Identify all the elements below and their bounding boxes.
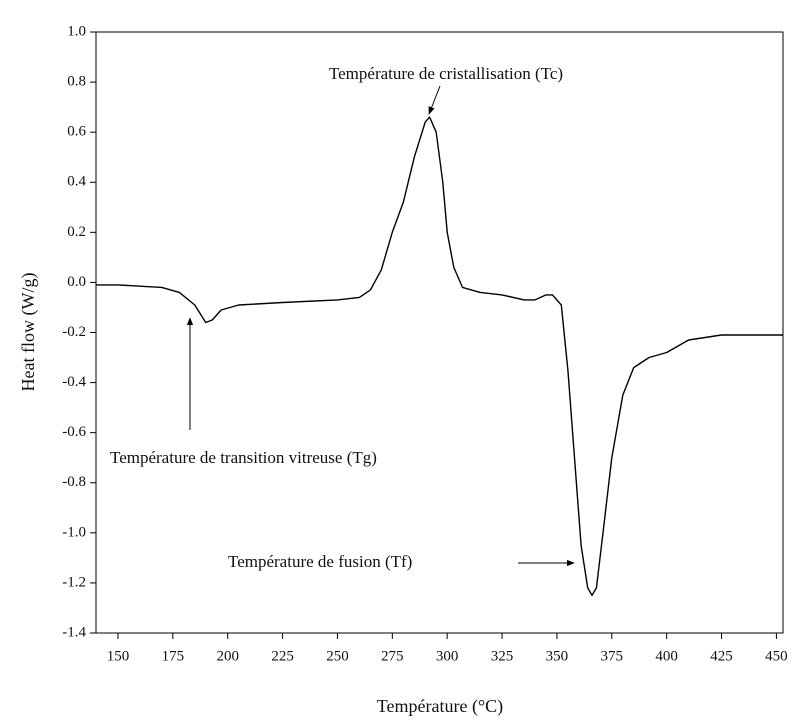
- x-tick-label: 450: [765, 648, 788, 664]
- y-tick-label: -1.2: [62, 574, 86, 590]
- x-tick-label: 225: [271, 648, 294, 664]
- y-tick-label: 0.6: [67, 124, 86, 140]
- plot-frame: [95, 31, 784, 634]
- y-tick-label: 0.8: [67, 74, 86, 90]
- x-tick-label: 150: [107, 648, 130, 664]
- y-tick-label: -0.6: [62, 424, 86, 440]
- x-tick-label: 200: [216, 648, 239, 664]
- y-tick-label: -1.4: [62, 624, 86, 640]
- y-tick-label: 0.2: [67, 224, 86, 240]
- y-tick-label: -1.0: [62, 524, 86, 540]
- y-tick-label: 0.4: [67, 174, 86, 190]
- y-tick-label: -0.8: [62, 474, 86, 490]
- x-tick-label: 275: [381, 648, 404, 664]
- y-tick-label: 1.0: [67, 23, 86, 39]
- y-tick-label: 0.0: [67, 274, 86, 290]
- x-tick-label: 175: [162, 648, 185, 664]
- x-axis-label: Température (°C): [377, 696, 503, 717]
- annotation: Température de transition vitreuse (Tg): [110, 448, 377, 467]
- y-tick-label: -0.2: [62, 324, 86, 340]
- annotation: Température de fusion (Tf): [228, 552, 412, 571]
- x-tick-label: 400: [655, 648, 678, 664]
- annotation: Température de cristallisation (Tc): [329, 64, 563, 83]
- data-line: [96, 116, 783, 597]
- x-tick-label: 425: [710, 648, 733, 664]
- y-tick-label: -0.4: [62, 374, 86, 390]
- x-tick-label: 250: [326, 648, 349, 664]
- x-tick-label: 300: [436, 648, 459, 664]
- x-tick-label: 375: [601, 648, 624, 664]
- x-tick-label: 350: [546, 648, 569, 664]
- annotation-arrow: [428, 85, 441, 115]
- x-tick-label: 325: [491, 648, 514, 664]
- y-axis-label: Heat flow (W/g): [18, 273, 39, 392]
